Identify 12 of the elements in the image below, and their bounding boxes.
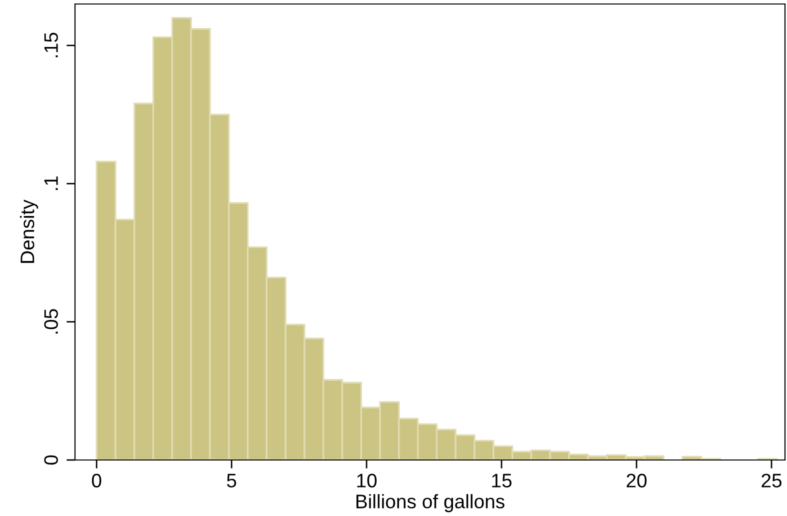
x-tick-label: 20 xyxy=(626,474,647,488)
x-tick-label: 15 xyxy=(492,474,512,488)
y-axis-title: Density xyxy=(20,200,38,263)
y-tick-label: .15 xyxy=(44,32,58,58)
x-tick-label: 10 xyxy=(357,474,377,488)
y-tick-label: .1 xyxy=(44,176,58,190)
y-tick-label: 0 xyxy=(44,455,58,465)
x-tick-label: 25 xyxy=(762,474,782,488)
x-axis-title: Billions of gallons xyxy=(356,494,504,512)
x-tick-label: 0 xyxy=(92,474,102,488)
x-tick-label: 5 xyxy=(226,474,236,488)
y-tick-label: .05 xyxy=(44,309,58,334)
